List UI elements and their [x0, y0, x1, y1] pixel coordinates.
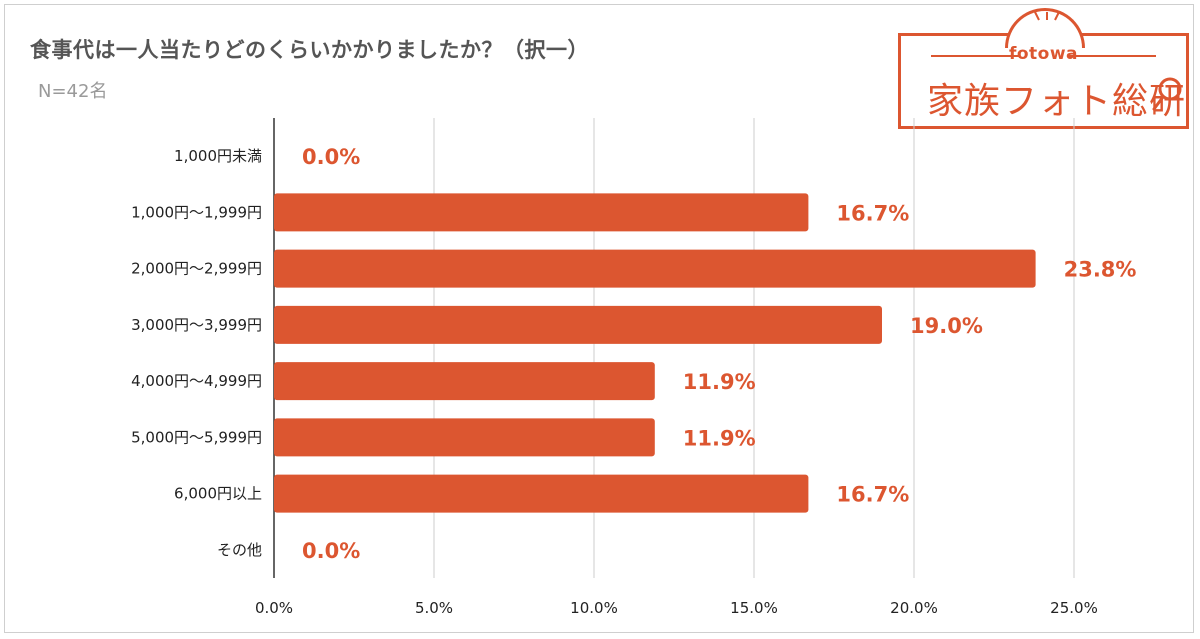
category-label: 1,000円未満	[174, 147, 262, 165]
x-tick-label: 25.0%	[1050, 599, 1098, 617]
x-tick-label: 0.0%	[255, 599, 293, 617]
x-tick-label: 15.0%	[730, 599, 778, 617]
value-label: 23.8%	[1064, 258, 1137, 282]
chart-title: 食事代は一人当たりどのくらいかかりましたか？（択一）	[30, 38, 589, 62]
value-label: 0.0%	[302, 145, 360, 169]
logo-main-text: 家族フォト総研	[927, 81, 1187, 122]
logo-rule-left	[931, 55, 1019, 57]
logo-rays-icon	[1034, 12, 1060, 21]
x-tick-label: 10.0%	[570, 599, 618, 617]
value-label: 19.0%	[910, 314, 983, 338]
sample-size: N=42名	[38, 81, 108, 102]
x-tick-label: 5.0%	[415, 599, 453, 617]
bar	[274, 474, 809, 513]
logo-brand-text: fotowa	[1008, 44, 1079, 64]
x-tick-label: 20.0%	[890, 599, 938, 617]
category-label: 3,000円～3,999円	[131, 316, 262, 334]
value-label: 0.0%	[302, 539, 360, 563]
category-label: 2,000円～2,999円	[131, 260, 262, 278]
category-label: 6,000円以上	[174, 485, 262, 503]
logo-rule-right	[1068, 55, 1156, 57]
category-label: その他	[217, 541, 262, 559]
bar	[274, 362, 655, 401]
bar	[274, 305, 882, 344]
value-label: 11.9%	[683, 426, 756, 450]
bar	[274, 249, 1036, 288]
value-label: 11.9%	[683, 370, 756, 394]
category-label: 5,000円～5,999円	[131, 428, 262, 446]
bar	[274, 193, 809, 232]
category-label: 4,000円～4,999円	[131, 372, 262, 390]
value-label: 16.7%	[836, 201, 909, 225]
value-label: 16.7%	[836, 483, 909, 507]
category-label: 1,000円～1,999円	[131, 203, 262, 221]
bar	[274, 418, 655, 457]
magnifier-icon	[1152, 77, 1182, 111]
